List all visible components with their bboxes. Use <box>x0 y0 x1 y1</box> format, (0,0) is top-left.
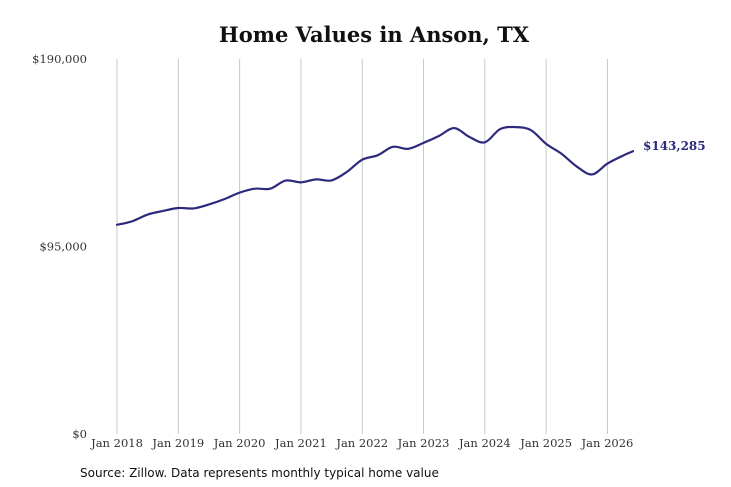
end-value-label: $143,285 <box>643 139 706 153</box>
x-tick-label: Jan 2022 <box>335 436 388 450</box>
x-axis: Jan 2018 Jan 2019 Jan 2020 Jan 2021 Jan 2022… <box>90 436 633 450</box>
x-tick-label: Jan 2026 <box>581 436 634 450</box>
x-tick-label: Jan 2020 <box>213 436 266 450</box>
y-tick-label: $95,000 <box>39 240 87 254</box>
series-line <box>115 125 635 226</box>
series-group: $143,285 <box>115 125 706 226</box>
y-axis: $0 $95,000 $190,000 <box>32 52 87 441</box>
x-tick-label: Jan 2023 <box>397 436 450 450</box>
y-tick-label: $190,000 <box>32 52 87 66</box>
chart-title: Home Values in Anson, TX <box>219 22 530 47</box>
gridlines <box>116 59 608 434</box>
x-tick-label: Jan 2019 <box>151 436 204 450</box>
x-tick-label: Jan 2024 <box>458 436 511 450</box>
x-tick-label: Jan 2018 <box>90 436 143 450</box>
source-note: Source: Zillow. Data represents monthly … <box>80 466 439 480</box>
y-tick-label: $0 <box>72 427 87 441</box>
x-tick-label: Jan 2021 <box>274 436 327 450</box>
x-tick-label: Jan 2025 <box>519 436 572 450</box>
